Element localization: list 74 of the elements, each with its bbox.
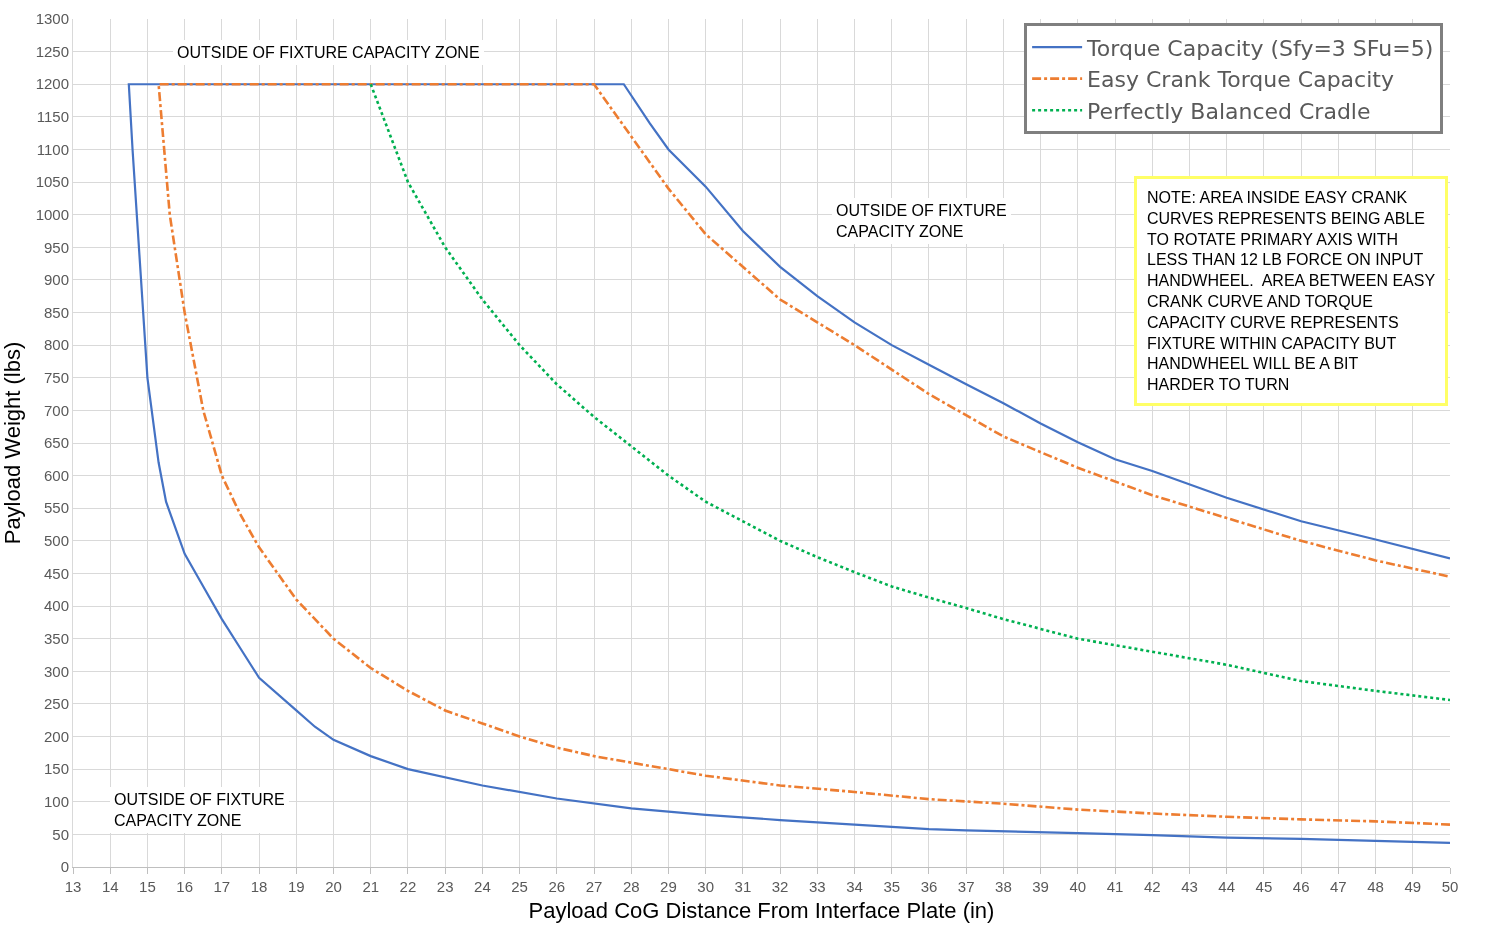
x-tick-label: 44 bbox=[1218, 878, 1236, 895]
x-tick-label: 16 bbox=[176, 878, 193, 895]
x-tick-label: 29 bbox=[660, 878, 677, 895]
x-tick-label: 24 bbox=[474, 878, 491, 895]
text: NOTE: AREA INSIDE EASY CRANK CURVES REPRESENTS BEING ABLE TO ROTATE PRIMARY AXIS WITH LESS THAN 12 LB FORCE ON INPUT HANDWHEEL. AREA BETWEEN EASY CRANK CURVE AND TORQUE CAPACITY CURVE REPRESENTS FIXTURE WITHIN CAPACITY BUT HANDWHEEL WILL BE A BIT HARDER TO TURN bbox=[1147, 189, 1436, 394]
y-tick-label: 650 bbox=[43, 434, 69, 452]
y-tick-label: 100 bbox=[43, 793, 69, 811]
x-tick-label: 35 bbox=[883, 878, 901, 895]
y-tick-label: 1150 bbox=[36, 108, 69, 126]
legend-label: Torque Capacity (Sfy=3 SFu=5) bbox=[1086, 35, 1434, 61]
y-axis-title: Payload Weight (lbs) bbox=[0, 341, 25, 545]
x-tick-label: 28 bbox=[622, 878, 640, 895]
x-tick-label: 50 bbox=[1441, 878, 1459, 895]
x-tick-label: 45 bbox=[1255, 878, 1273, 895]
y-tick-label: 550 bbox=[43, 499, 69, 517]
y-tick-label: 300 bbox=[43, 662, 69, 680]
x-tick-label: 36 bbox=[920, 878, 938, 895]
y-tick-label: 600 bbox=[43, 466, 69, 484]
x-tick-label: 39 bbox=[1032, 878, 1049, 895]
x-tick-label: 22 bbox=[399, 878, 417, 895]
legend-label: Easy Crank Torque Capacity bbox=[1087, 67, 1394, 93]
y-tick-label: 1200 bbox=[35, 75, 69, 93]
y-tick-label: 350 bbox=[43, 629, 69, 647]
y-tick-label: 950 bbox=[43, 238, 69, 256]
y-tick-label: 50 bbox=[52, 825, 69, 843]
x-tick-label: 37 bbox=[957, 878, 975, 895]
x-axis-title: Payload CoG Distance From Interface Plate (in) bbox=[528, 897, 995, 923]
x-tick-label: 31 bbox=[734, 878, 752, 895]
x-tick-label: 23 bbox=[436, 878, 454, 895]
x-tick-label: 48 bbox=[1367, 878, 1384, 895]
x-tick-label: 27 bbox=[585, 878, 603, 895]
x-tick-label: 30 bbox=[697, 878, 715, 895]
y-tick-label: 1250 bbox=[35, 42, 69, 60]
legend-label: Perfectly Balanced Cradle bbox=[1087, 98, 1371, 124]
x-tick-label: 47 bbox=[1330, 878, 1347, 895]
y-tick-label: 250 bbox=[43, 695, 69, 713]
x-tick-label: 46 bbox=[1292, 878, 1310, 895]
y-tick-label: 750 bbox=[43, 369, 69, 387]
y-tick-label: 450 bbox=[43, 564, 69, 582]
x-tick-label: 43 bbox=[1181, 878, 1198, 895]
x-tick-label: 32 bbox=[771, 878, 789, 895]
y-tick-label: 800 bbox=[43, 336, 69, 354]
x-tick-label: 13 bbox=[64, 878, 82, 895]
y-tick-label: 850 bbox=[43, 303, 69, 321]
annotation: OUTSIDE OF FIXTURE CAPACITY ZONE bbox=[177, 44, 480, 61]
x-tick-label: 17 bbox=[213, 878, 231, 895]
x-tick-label: 21 bbox=[362, 878, 380, 895]
y-tick-label: 1050 bbox=[35, 173, 69, 191]
y-tick-label: 400 bbox=[43, 597, 69, 615]
x-tick-label: 18 bbox=[250, 878, 268, 895]
y-tick-label: 200 bbox=[43, 727, 69, 745]
x-tick-label: 49 bbox=[1404, 878, 1422, 895]
x-tick-label: 34 bbox=[846, 878, 863, 895]
x-tick-label: 15 bbox=[139, 878, 156, 895]
y-tick-label: 1000 bbox=[35, 205, 69, 223]
x-tick-label: 42 bbox=[1143, 878, 1161, 895]
x-tick-label: 26 bbox=[548, 878, 566, 895]
x-tick-label: 41 bbox=[1106, 878, 1124, 895]
y-tick-label: 500 bbox=[43, 532, 69, 550]
x-tick-label: 33 bbox=[808, 878, 826, 895]
annotation: OUTSIDE OF FIXTURE CAPACITY ZONE bbox=[836, 202, 1007, 240]
y-tick-label: 700 bbox=[43, 401, 69, 419]
x-tick-label: 38 bbox=[995, 878, 1012, 895]
x-tick-label: 19 bbox=[287, 878, 305, 895]
x-tick-label: 25 bbox=[511, 878, 528, 895]
annotation: OUTSIDE OF FIXTURE CAPACITY ZONE bbox=[114, 791, 285, 829]
y-tick-label: 1300 bbox=[35, 10, 69, 28]
y-tick-label: 900 bbox=[43, 271, 69, 289]
y-tick-label: 1100 bbox=[36, 140, 69, 158]
x-tick-label: 14 bbox=[101, 878, 119, 895]
x-tick-label: 20 bbox=[325, 878, 342, 895]
y-tick-label: 150 bbox=[43, 760, 69, 778]
y-tick-label: 0 bbox=[60, 858, 69, 876]
x-tick-label: 40 bbox=[1069, 878, 1087, 895]
